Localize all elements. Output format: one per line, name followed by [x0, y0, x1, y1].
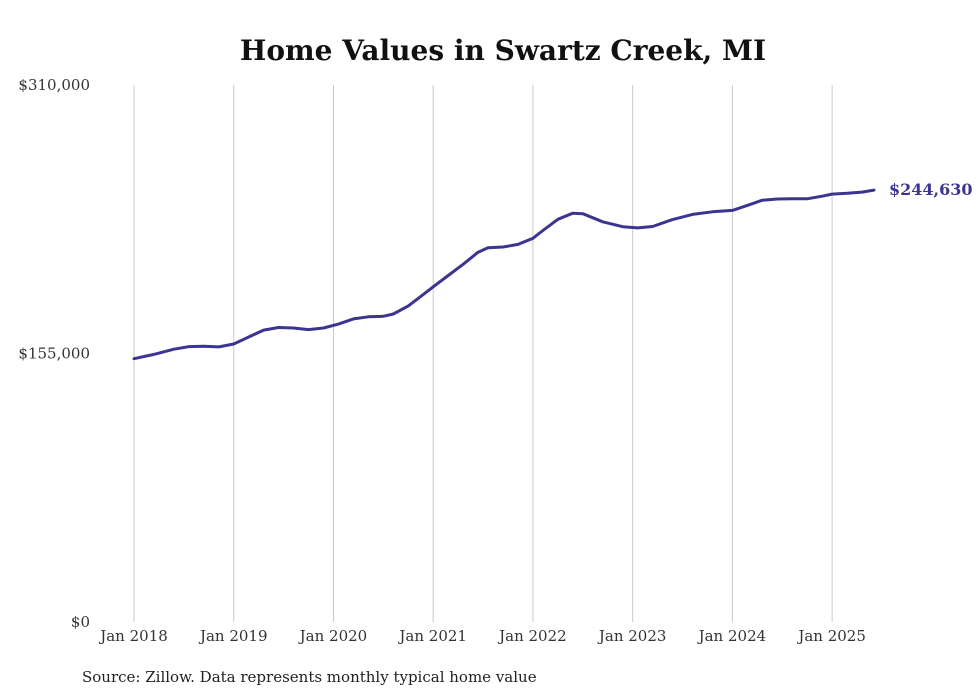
series-layer [132, 188, 876, 361]
series-line [132, 188, 876, 361]
end-value-label: $244,630 [889, 180, 973, 199]
end-labels: $244,630 [889, 180, 973, 199]
x-tick-label: Jan 2018 [98, 627, 168, 645]
y-axis-ticks: $0 $155,000 $310,000 [18, 76, 90, 631]
x-tick-label: Jan 2025 [796, 627, 866, 645]
x-tick-label: Jan 2020 [298, 627, 368, 645]
y-tick-label: $0 [71, 613, 90, 631]
x-tick-label: Jan 2024 [697, 627, 767, 645]
grid [133, 85, 833, 622]
x-tick-label: Jan 2021 [397, 627, 467, 645]
x-tick-label: Jan 2019 [198, 627, 268, 645]
x-tick-label: Jan 2023 [597, 627, 667, 645]
chart-title: Home Values in Swartz Creek, MI [240, 34, 766, 67]
y-tick-label: $155,000 [18, 345, 90, 363]
y-tick-label: $310,000 [18, 76, 90, 94]
x-axis-ticks: Jan 2018 Jan 2019 Jan 2020 Jan 2021 Jan 2022… [98, 627, 866, 645]
source-note: Source: Zillow. Data represents monthly … [82, 668, 537, 686]
x-tick-label: Jan 2022 [497, 627, 567, 645]
